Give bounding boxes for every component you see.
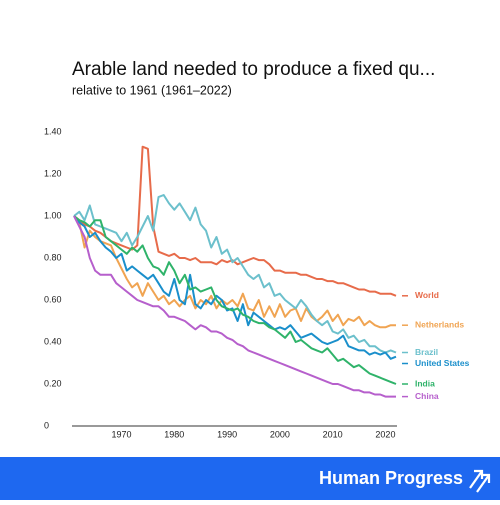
- x-tick-label: 1970: [111, 429, 131, 439]
- series-line: [73, 194, 397, 354]
- series-line: [73, 215, 397, 360]
- y-tick-label: 0: [44, 420, 49, 430]
- footer-logo: [469, 469, 491, 493]
- y-tick-label: 0.80: [44, 252, 62, 262]
- x-tick-label: 2020: [375, 429, 395, 439]
- x-tick-label: 2000: [270, 429, 290, 439]
- footer-band: [0, 457, 500, 500]
- footer-brand: Human Progress: [319, 468, 463, 488]
- legend-label: Brazil: [415, 347, 438, 357]
- y-tick-label: 1.40: [44, 126, 62, 136]
- x-tick-label: 2010: [323, 429, 343, 439]
- series-line: [73, 145, 397, 297]
- x-tick-label: 1980: [164, 429, 184, 439]
- y-tick-label: 1.20: [44, 168, 62, 178]
- x-tick-label: 1990: [217, 429, 237, 439]
- series-line: [73, 215, 397, 385]
- y-tick-label: 0.40: [44, 336, 62, 346]
- legend-label: India: [415, 378, 435, 388]
- series-line: [73, 215, 396, 398]
- chart-title: Arable land needed to produce a fixed qu…: [72, 59, 435, 80]
- legend-label: United States: [415, 358, 470, 368]
- series-line: [73, 215, 396, 329]
- y-tick-label: 1.00: [44, 210, 62, 220]
- legend-label: Netherlands: [415, 319, 464, 329]
- chart-subtitle: relative to 1961 (1961–2022): [72, 83, 232, 97]
- legend-label: China: [415, 391, 439, 401]
- y-tick-label: 0.60: [44, 294, 62, 304]
- y-tick-label: 0.20: [44, 378, 62, 388]
- legend-label: World: [415, 290, 439, 300]
